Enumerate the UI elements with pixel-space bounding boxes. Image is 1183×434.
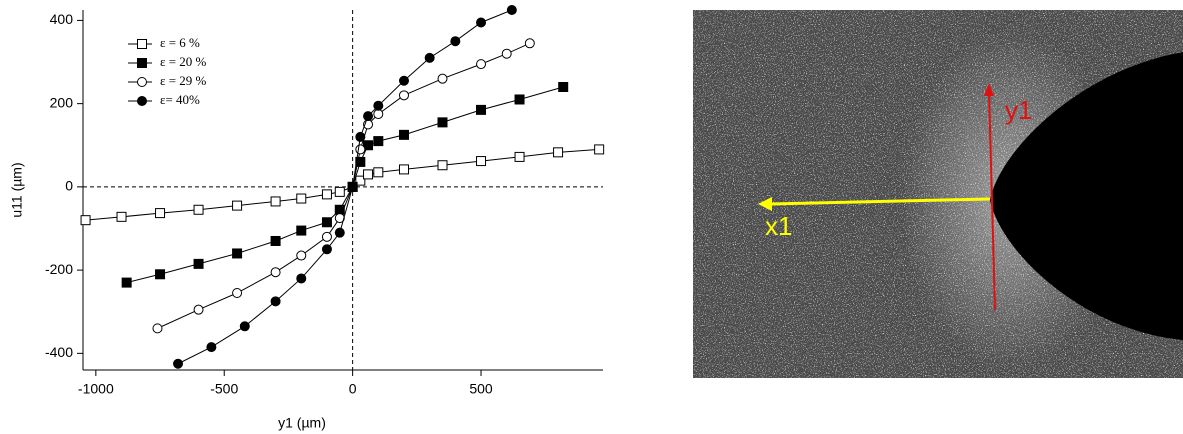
x-tick-label: -1000 <box>78 381 114 397</box>
marker <box>270 235 281 246</box>
y-arrow-label: y1 <box>1005 95 1032 125</box>
marker <box>137 77 147 87</box>
crack-tip <box>990 52 1183 340</box>
marker <box>355 175 366 186</box>
marker <box>373 100 384 111</box>
marker <box>137 58 147 68</box>
marker <box>296 193 307 204</box>
marker <box>373 136 384 147</box>
x-tick-label: 0 <box>349 381 357 397</box>
marker <box>524 38 535 49</box>
marker <box>270 267 281 278</box>
marker <box>398 164 409 175</box>
y-tick-label: -200 <box>45 261 73 277</box>
marker <box>437 73 448 84</box>
marker <box>296 273 307 284</box>
marker <box>558 81 569 92</box>
y-tick-label: 200 <box>50 94 74 110</box>
marker <box>270 196 281 207</box>
marker <box>476 59 487 70</box>
marker <box>355 131 366 142</box>
marker <box>424 52 435 63</box>
marker <box>193 304 204 315</box>
marker <box>355 156 366 167</box>
marker <box>193 204 204 215</box>
x-tick-label: 500 <box>469 381 493 397</box>
x-arrow-label: x1 <box>765 211 792 241</box>
y-tick-label: 400 <box>50 11 74 27</box>
marker <box>476 156 487 167</box>
marker <box>137 96 147 106</box>
y-arrow <box>988 91 996 311</box>
marker <box>363 169 374 180</box>
marker <box>514 151 525 162</box>
marker <box>193 258 204 269</box>
marker <box>152 323 163 334</box>
x-arrow <box>769 197 991 206</box>
marker <box>437 117 448 128</box>
marker <box>476 17 487 28</box>
marker <box>450 36 461 47</box>
marker <box>373 167 384 178</box>
x-tick-label: -500 <box>210 381 238 397</box>
marker <box>321 244 332 255</box>
marker <box>116 211 127 222</box>
series-line <box>157 42 531 329</box>
legend-label: ε = 6 % <box>160 35 200 50</box>
marker <box>321 231 332 242</box>
marker <box>501 48 512 59</box>
marker <box>437 160 448 171</box>
y-tick-label: 0 <box>65 178 73 194</box>
marker <box>232 248 243 259</box>
marker <box>398 75 409 86</box>
marker <box>155 208 166 219</box>
legend: ε = 6 % ε = 20 % ε = 29 % ε= 40% <box>128 35 207 107</box>
marker <box>321 217 332 228</box>
marker <box>334 186 345 197</box>
legend-label: ε= 40% <box>160 92 200 107</box>
x-arrow-head <box>758 197 772 211</box>
marker <box>173 358 184 369</box>
marker <box>232 200 243 211</box>
marker <box>137 39 147 49</box>
y-arrow-head <box>984 83 994 96</box>
marker <box>506 5 517 15</box>
marker <box>363 140 374 151</box>
marker <box>80 215 91 226</box>
marker <box>514 94 525 105</box>
x-axis-label: y1 (µm) <box>278 415 326 431</box>
marker <box>476 104 487 115</box>
marker <box>239 321 250 332</box>
legend-label: ε = 20 % <box>160 54 207 69</box>
marker <box>347 181 358 192</box>
marker <box>355 144 366 155</box>
marker <box>296 250 307 261</box>
marker <box>206 342 217 353</box>
series-line <box>126 86 564 284</box>
y-axis-label: u11 (µm) <box>9 162 25 217</box>
marker <box>363 111 374 122</box>
marker <box>296 225 307 236</box>
marker <box>121 277 132 288</box>
marker <box>334 227 345 238</box>
photo: y1 x1 <box>693 10 1183 378</box>
marker <box>321 189 332 200</box>
series-line <box>177 9 513 365</box>
marker <box>232 288 243 299</box>
marker <box>270 296 281 307</box>
marker <box>398 90 409 101</box>
marker <box>373 109 384 120</box>
marker <box>553 147 564 158</box>
marker <box>155 269 166 280</box>
y-tick-label: -400 <box>45 344 73 360</box>
marker <box>594 144 605 155</box>
marker <box>398 129 409 140</box>
legend-label: ε = 29 % <box>160 73 207 88</box>
